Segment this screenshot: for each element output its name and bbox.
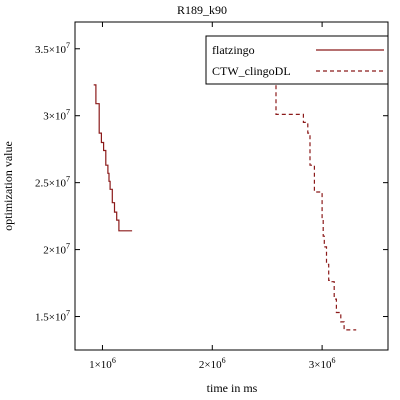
- plot-frame: [74, 21, 389, 351]
- y-tick-label: 2×107: [43, 242, 70, 257]
- chart-title: R189_k90: [177, 3, 227, 17]
- legend: flatzingo CTW_clingoDL: [205, 35, 389, 85]
- axis-ticks: 1×106 2×106 3×106 1.5×107 2×107 2.5×107 3×107 3…: [35, 22, 388, 371]
- x-axis-title: time in ms: [207, 381, 258, 395]
- series-layer: [93, 75, 357, 331]
- y-tick-label: 3×107: [43, 108, 70, 123]
- y-axis-title: optimization value: [1, 141, 15, 231]
- x-tick-label: 1×106: [89, 356, 116, 371]
- y-tick-label: 3.5×107: [35, 41, 70, 56]
- x-tick-label: 3×106: [309, 356, 336, 371]
- series-line-0: [93, 84, 133, 232]
- legend-box: [205, 35, 389, 85]
- legend-label: CTW_clingoDL: [212, 64, 291, 78]
- x-tick-label: 2×106: [199, 356, 226, 371]
- y-tick-label: 2.5×107: [35, 175, 70, 190]
- series-line-1: [271, 75, 357, 331]
- legend-label: flatzingo: [212, 43, 255, 57]
- y-tick-label: 1.5×107: [35, 309, 70, 324]
